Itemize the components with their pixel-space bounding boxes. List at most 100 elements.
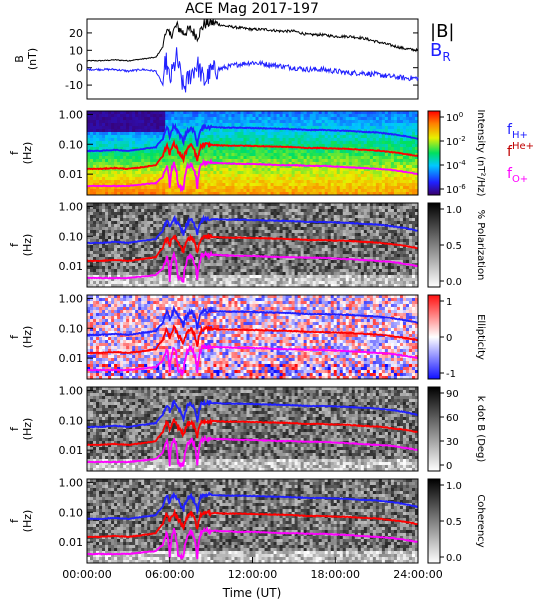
spectrogram-frame xyxy=(86,110,419,196)
b-y-tick-label: 20 xyxy=(69,27,83,40)
x-tick-label: 00:00:00 xyxy=(62,568,111,581)
x-tick-label: 24:00:00 xyxy=(393,568,442,581)
freq-tick-label: 0.10 xyxy=(59,138,84,151)
freq-tick-label: 0.01 xyxy=(59,260,84,273)
b-y-tick-label: 10 xyxy=(69,44,83,57)
colorbar-tick-label: 10-6 xyxy=(446,183,466,196)
gyro-line-h-plus xyxy=(86,122,419,153)
gyro-line-o-plus xyxy=(86,434,418,470)
freq-tick-label: 1.00 xyxy=(59,200,84,213)
colorbar-label: k dot B (Deg) xyxy=(475,396,486,463)
b-plot-frame xyxy=(86,18,419,100)
b-y-axis-label: B(nT) xyxy=(13,48,39,70)
colorbar-tick-label: 10-2 xyxy=(446,135,466,148)
colorbar-label: % Polarization xyxy=(475,210,486,281)
panel-polarization: 1.00 0.10 0.01 f(Hz) 1.0 0.5 0.0 % Polarization xyxy=(8,200,486,288)
x-tick-label: 06:00:00 xyxy=(145,568,194,581)
colorbar-label: Intensity (nT²/Hz) xyxy=(475,109,486,196)
freq-tick-label: 1.00 xyxy=(59,476,84,489)
freq-tick-label: 0.10 xyxy=(59,322,84,335)
legend-b-radial: BR xyxy=(430,40,451,64)
legend-b-total: |B| xyxy=(430,21,454,42)
colorbar-label: Coherency xyxy=(475,494,486,547)
colorbar xyxy=(427,110,441,196)
spectrogram-frame xyxy=(86,294,419,380)
colorbar-tick-label: 0.5 xyxy=(446,517,462,528)
colorbar-tick-label: 0 xyxy=(446,333,452,344)
gyro-legend-entry: fH+ xyxy=(507,122,528,141)
freq-tick-label: 0.10 xyxy=(59,414,84,427)
colorbar-tick-label: 100 xyxy=(446,111,463,124)
freq-tick-label: 0.01 xyxy=(59,352,84,365)
colorbar-tick-label: 30 xyxy=(446,437,459,448)
panel-magnetic-field: 20 10 0 -10 B(nT) |B|BR xyxy=(13,18,454,100)
colorbar xyxy=(427,386,441,472)
colorbar-tick-label: 90 xyxy=(446,389,459,400)
b-y-tick-label: 0 xyxy=(76,62,83,75)
gyro-line-he-plus xyxy=(86,508,419,539)
gyro-line-o-plus xyxy=(86,157,418,193)
heatmap-cells xyxy=(87,479,419,564)
freq-tick-label: 0.01 xyxy=(59,168,84,181)
freq-axis-label: f(Hz) xyxy=(8,326,34,349)
colorbar-tick-label: 10-4 xyxy=(446,159,466,172)
x-tick-label: 12:00:00 xyxy=(228,568,277,581)
colorbar-tick-label: 1 xyxy=(446,297,452,308)
gyro-line-h-plus xyxy=(87,214,419,245)
panel-intensity: 1.00 0.10 0.01 f(Hz) 100 10-2 10-4 10-6 Intensit… xyxy=(8,108,486,196)
gyro-line-h-plus xyxy=(86,398,419,429)
heatmap-cells xyxy=(87,203,419,288)
colorbar xyxy=(427,294,441,380)
spectrogram-frame xyxy=(86,386,419,472)
gyro-line-he-plus xyxy=(86,324,419,355)
colorbar-tick-label: 0.0 xyxy=(446,553,462,564)
freq-axis-label: f(Hz) xyxy=(8,234,34,257)
panel-k-dot-b: 1.00 0.10 0.01 f(Hz) 90 60 30 0 k dot B (Deg) xyxy=(8,384,486,472)
freq-axis-label: f(Hz) xyxy=(8,510,34,533)
colorbar-label: Ellipticity xyxy=(475,314,486,360)
gyro-line-o-plus xyxy=(86,342,419,377)
colorbar-tick-label: 0.0 xyxy=(446,277,462,288)
heatmap-cells xyxy=(87,295,419,380)
freq-axis-label: f(Hz) xyxy=(8,142,34,165)
freq-axis-label: f(Hz) xyxy=(8,418,34,441)
panel-coherency: 1.00 0.10 0.01 f(Hz) 1.0 0.5 0.0 Coherency xyxy=(8,476,486,564)
gyro-line-he-plus xyxy=(86,139,419,171)
x-tick-label: 18:00:00 xyxy=(311,568,360,581)
gyro-line-h-plus xyxy=(86,490,419,521)
chart-title: ACE Mag 2017-197 xyxy=(185,1,319,17)
time-axis: 00:00:00 06:00:00 12:00:00 18:00:00 24:00:00 xyxy=(62,557,443,581)
gyro-line-he-plus xyxy=(87,417,419,447)
gyro-line-o-plus xyxy=(86,250,419,283)
b-y-tick-label: -10 xyxy=(65,79,83,92)
gyro-line-o-plus xyxy=(87,526,419,560)
colorbar xyxy=(427,202,441,288)
spectrogram-frame xyxy=(86,202,419,288)
x-axis-label: Time (UT) xyxy=(222,586,282,600)
heatmap-cells xyxy=(87,111,419,196)
colorbar-tick-label: 0.5 xyxy=(446,241,462,252)
gyro-line-h-plus xyxy=(86,304,419,337)
freq-tick-label: 0.01 xyxy=(59,444,84,457)
freq-tick-label: 1.00 xyxy=(59,292,84,305)
series-b-radial-line xyxy=(86,47,419,93)
freq-tick-label: 0.10 xyxy=(59,230,84,243)
colorbar-tick-label: -1 xyxy=(446,369,456,380)
gyro-legend-entry: fO+ xyxy=(507,166,528,185)
colorbar-tick-label: 0 xyxy=(446,461,452,472)
freq-tick-label: 1.00 xyxy=(59,384,84,397)
panel-ellipticity: 1.00 0.10 0.01 f(Hz) 1 0 -1 Ellipticity xyxy=(8,292,486,380)
freq-tick-label: 0.01 xyxy=(59,536,84,549)
colorbar xyxy=(427,478,441,564)
freq-tick-label: 1.00 xyxy=(59,108,84,121)
colorbar-tick-label: 1.0 xyxy=(446,205,462,216)
colorbar-tick-label: 60 xyxy=(446,413,459,424)
heatmap-cells xyxy=(87,387,419,472)
gyro-legend: fH+fHe+ fO+ xyxy=(507,122,534,185)
colorbar-tick-label: 1.0 xyxy=(446,481,462,492)
series-b-total-line xyxy=(86,18,419,62)
freq-tick-label: 0.10 xyxy=(59,506,84,519)
gyro-line-he-plus xyxy=(86,232,419,263)
